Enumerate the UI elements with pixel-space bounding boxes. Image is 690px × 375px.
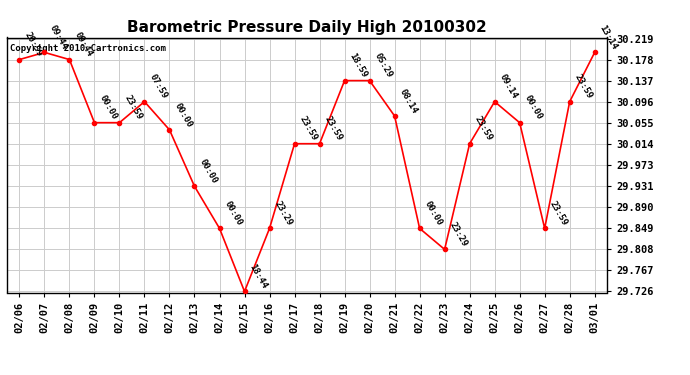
Text: 09:44: 09:44 (48, 24, 68, 51)
Text: 00:00: 00:00 (97, 94, 119, 122)
Text: 00:00: 00:00 (422, 200, 444, 227)
Text: 00:00: 00:00 (197, 158, 219, 185)
Text: 23:59: 23:59 (297, 115, 319, 142)
Text: 18:44: 18:44 (248, 262, 268, 291)
Text: 23:29: 23:29 (273, 200, 294, 227)
Text: 23:59: 23:59 (122, 94, 144, 122)
Text: 23:59: 23:59 (573, 73, 594, 100)
Text: 07:59: 07:59 (148, 73, 168, 100)
Text: 23:59: 23:59 (322, 115, 344, 142)
Text: 05:29: 05:29 (373, 52, 394, 80)
Text: 23:29: 23:29 (448, 220, 469, 248)
Text: Copyright 2010 Cartronics.com: Copyright 2010 Cartronics.com (10, 44, 166, 53)
Text: 13:14: 13:14 (598, 24, 619, 51)
Text: 09:14: 09:14 (497, 73, 519, 100)
Text: 00:00: 00:00 (172, 101, 194, 129)
Text: 09:44: 09:44 (72, 31, 94, 58)
Title: Barometric Pressure Daily High 20100302: Barometric Pressure Daily High 20100302 (127, 20, 487, 35)
Text: 18:59: 18:59 (348, 52, 368, 80)
Text: 20:59: 20:59 (22, 31, 43, 58)
Text: 23:59: 23:59 (548, 200, 569, 227)
Text: 23:59: 23:59 (473, 115, 494, 142)
Text: 00:00: 00:00 (222, 200, 244, 227)
Text: 08:14: 08:14 (397, 87, 419, 115)
Text: 00:00: 00:00 (522, 94, 544, 122)
